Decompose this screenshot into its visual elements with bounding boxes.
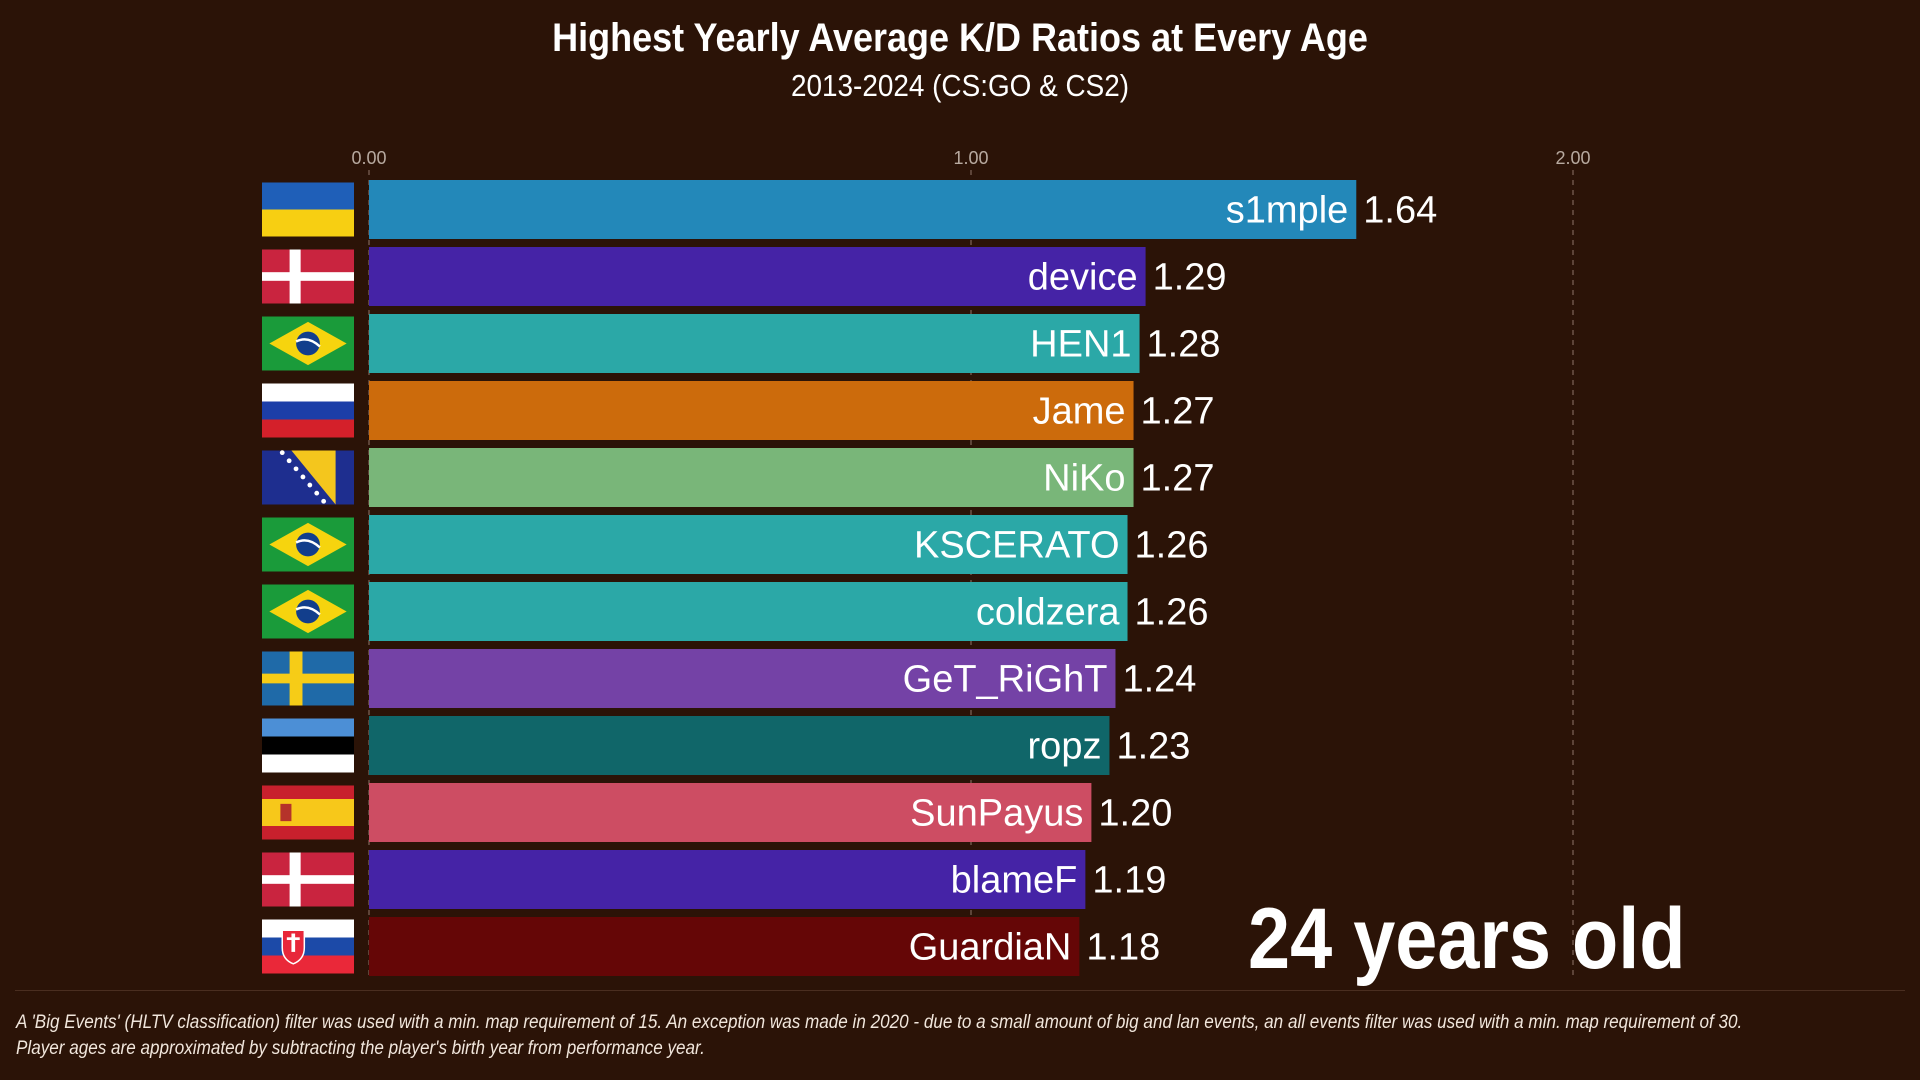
- bar-value-label: 1.27: [1141, 458, 1215, 500]
- bar: [369, 716, 1110, 775]
- bar: [369, 850, 1086, 909]
- bar: [369, 917, 1080, 976]
- bar: [369, 515, 1128, 574]
- spain-flag: [262, 785, 354, 840]
- bar: [369, 448, 1134, 507]
- bar-value-label: 1.23: [1116, 726, 1190, 768]
- bar-value-label: 1.29: [1153, 257, 1227, 299]
- bar: [369, 649, 1116, 708]
- bar-name-label: Jame: [1033, 391, 1126, 433]
- slovakia-flag: [262, 919, 354, 974]
- age-label: 24 years old: [1248, 891, 1686, 987]
- bar-value-label: 1.28: [1147, 324, 1221, 366]
- estonia-flag: [262, 718, 354, 773]
- bar-value-label: 1.24: [1122, 659, 1196, 701]
- chart-subtitle: 2013-2024 (CS:GO & CS2): [790, 68, 1130, 103]
- bar-name-label: KSCERATO: [914, 525, 1120, 567]
- x-tick-label: 0.00: [351, 148, 386, 168]
- bosnia-flag: [262, 450, 354, 505]
- sweden-flag: [262, 651, 354, 706]
- bar-name-label: blameF: [951, 860, 1078, 902]
- ukraine-flag: [262, 182, 354, 237]
- bar-name-label: NiKo: [1043, 458, 1125, 500]
- bar: [369, 783, 1092, 842]
- bar-name-label: s1mple: [1226, 190, 1349, 232]
- denmark-flag: [262, 852, 354, 907]
- bar-value-label: 1.64: [1363, 190, 1437, 232]
- x-tick-label: 2.00: [1555, 148, 1590, 168]
- bar-value-label: 1.26: [1135, 592, 1209, 634]
- bar-name-label: coldzera: [976, 592, 1120, 634]
- bar-name-label: GeT_RiGhT: [903, 659, 1108, 701]
- bar-name-label: ropz: [1028, 726, 1102, 768]
- bar: [369, 314, 1140, 373]
- footnote: A 'Big Events' (HLTV classification) fil…: [16, 1010, 1916, 1062]
- footnote-line-2: Player ages are approximated by subtract…: [16, 1038, 705, 1059]
- brazil-flag: [262, 316, 354, 371]
- bar-name-label: GuardiaN: [909, 927, 1072, 969]
- x-tick-label: 1.00: [953, 148, 988, 168]
- bar-chart: 0.00 1.00 2.00 s1mple 1.64 device 1.29 HEN1 1.28…: [262, 148, 1591, 978]
- bar-value-label: 1.19: [1092, 860, 1166, 902]
- bar-name-label: device: [1028, 257, 1138, 299]
- bar-name-label: SunPayus: [910, 793, 1083, 835]
- chart-title: Highest Yearly Average K/D Ratios at Eve…: [552, 16, 1368, 60]
- footer-divider: [15, 990, 1905, 991]
- russia-flag: [262, 383, 354, 438]
- bar: [369, 582, 1128, 641]
- denmark-flag: [262, 249, 354, 304]
- bar-value-label: 1.27: [1141, 391, 1215, 433]
- brazil-flag: [262, 517, 354, 572]
- bar: [369, 180, 1357, 239]
- brazil-flag: [262, 584, 354, 639]
- footnote-line-1: A 'Big Events' (HLTV classification) fil…: [16, 1012, 1743, 1033]
- bar-name-label: HEN1: [1030, 324, 1131, 366]
- bar-value-label: 1.18: [1086, 927, 1160, 969]
- bar: [369, 247, 1146, 306]
- bar: [369, 381, 1134, 440]
- bar-value-label: 1.20: [1098, 793, 1172, 835]
- bar-value-label: 1.26: [1135, 525, 1209, 567]
